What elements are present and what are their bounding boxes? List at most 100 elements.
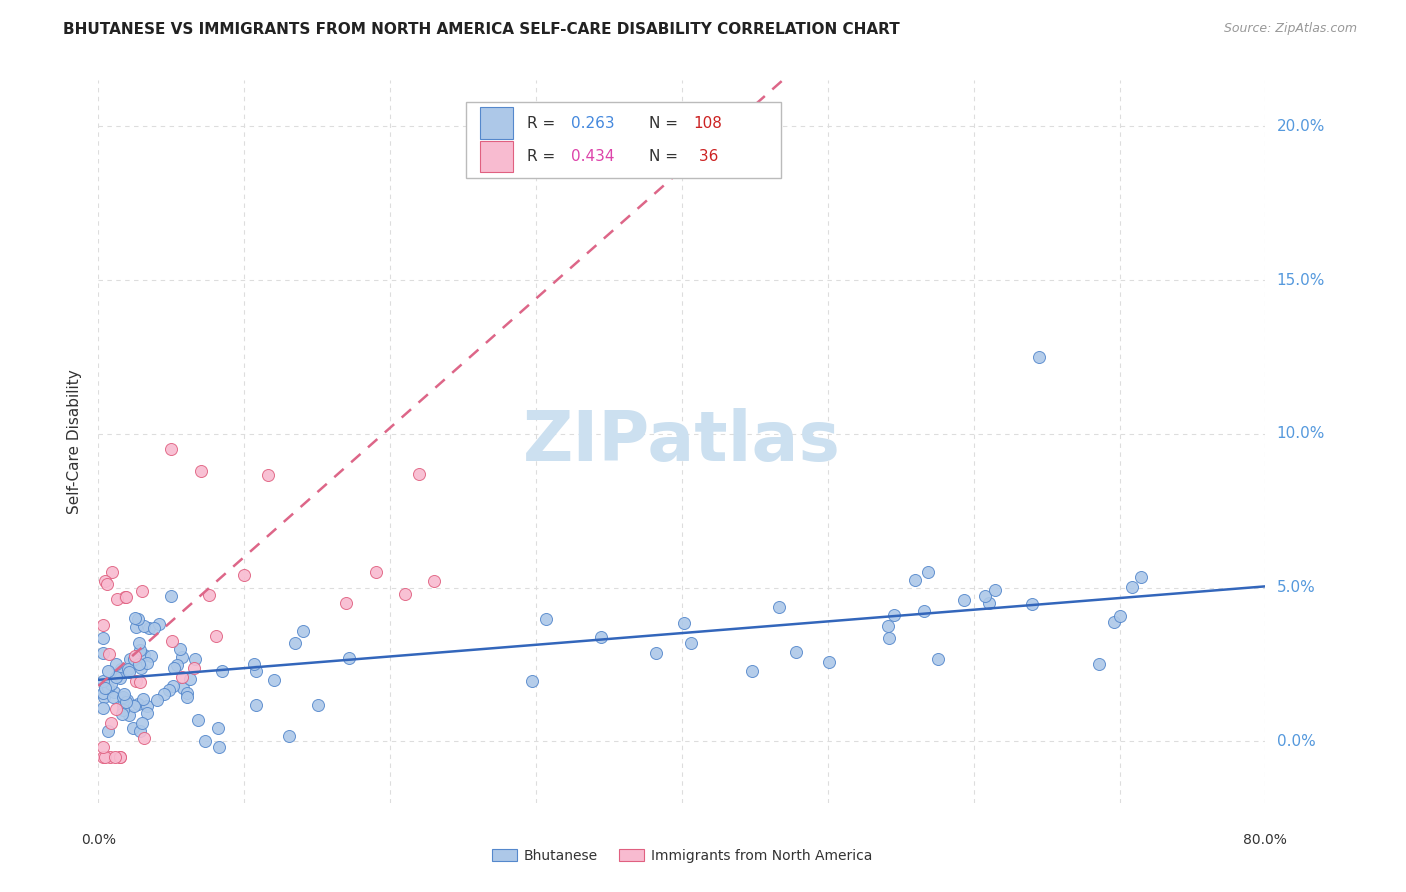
Point: [128, 657, 150, 671]
Point: [112, 687, 135, 701]
Text: R =: R =: [527, 149, 560, 164]
Point: [307, 698, 329, 712]
Y-axis label: Self-Care Disability: Self-Care Disability: [67, 369, 83, 514]
Point: [118, 665, 141, 679]
Point: [1130, 570, 1153, 584]
Point: [904, 573, 927, 587]
Point: [1028, 350, 1050, 364]
Point: [256, 467, 278, 482]
Point: [166, 658, 188, 673]
Point: [125, 674, 148, 689]
Point: [91, 631, 114, 645]
Point: [136, 699, 159, 714]
Point: [136, 657, 159, 671]
Text: N =: N =: [650, 149, 683, 164]
Point: [138, 621, 160, 635]
Point: [645, 646, 668, 660]
Point: [681, 636, 703, 650]
Point: [974, 589, 997, 603]
Point: [96, 576, 118, 591]
Point: [197, 588, 219, 602]
Point: [129, 724, 152, 739]
Text: 108: 108: [693, 116, 723, 131]
Legend: Bhutanese, Immigrants from North America: Bhutanese, Immigrants from North America: [486, 843, 877, 868]
Point: [207, 721, 229, 735]
Point: [108, 749, 131, 764]
Text: 5.0%: 5.0%: [1277, 580, 1315, 595]
Point: [110, 661, 132, 675]
Point: [115, 695, 138, 709]
Point: [97, 723, 120, 738]
Point: [917, 565, 939, 579]
Text: 0.434: 0.434: [571, 149, 614, 164]
Point: [98, 647, 121, 661]
Point: [97, 665, 120, 679]
Point: [124, 699, 146, 714]
Point: [91, 749, 114, 764]
Point: [394, 587, 416, 601]
Point: [91, 740, 114, 755]
Point: [129, 674, 152, 689]
Point: [194, 734, 217, 748]
Point: [100, 677, 122, 691]
Text: 10.0%: 10.0%: [1277, 426, 1324, 442]
Point: [1021, 597, 1043, 611]
Point: [335, 596, 357, 610]
Point: [124, 611, 146, 625]
Point: [245, 698, 267, 712]
Point: [93, 690, 115, 704]
Text: BHUTANESE VS IMMIGRANTS FROM NORTH AMERICA SELF-CARE DISABILITY CORRELATION CHAR: BHUTANESE VS IMMIGRANTS FROM NORTH AMERI…: [63, 22, 900, 37]
Point: [277, 729, 299, 743]
Point: [103, 690, 125, 705]
Point: [785, 645, 807, 659]
Point: [94, 749, 117, 764]
Point: [112, 698, 135, 712]
Point: [160, 589, 183, 603]
Point: [160, 442, 183, 457]
Point: [94, 574, 117, 588]
Point: [1109, 609, 1132, 624]
Point: [91, 646, 114, 660]
Point: [94, 681, 117, 695]
Point: [132, 648, 155, 662]
Point: [408, 467, 430, 481]
Point: [132, 619, 155, 633]
Point: [337, 651, 360, 665]
Point: [984, 583, 1007, 598]
Point: [91, 686, 114, 700]
Point: [111, 703, 134, 717]
Point: [114, 590, 136, 604]
Point: [211, 664, 233, 678]
Text: 15.0%: 15.0%: [1277, 273, 1324, 287]
Point: [105, 591, 128, 606]
Point: [183, 652, 205, 666]
Point: [104, 657, 127, 671]
Point: [176, 686, 198, 700]
Point: [97, 681, 120, 695]
Point: [172, 681, 194, 696]
Point: [111, 690, 134, 704]
Point: [100, 715, 122, 730]
Point: [153, 687, 176, 701]
Point: [143, 621, 166, 635]
Point: [157, 682, 180, 697]
Point: [98, 749, 121, 764]
Point: [876, 619, 898, 633]
Point: [91, 617, 114, 632]
Point: [122, 652, 145, 666]
Point: [118, 652, 141, 666]
Point: [131, 716, 153, 731]
Point: [673, 615, 696, 630]
Point: [233, 568, 256, 582]
Point: [114, 590, 136, 604]
Point: [176, 690, 198, 705]
Point: [132, 731, 155, 745]
FancyBboxPatch shape: [479, 107, 513, 139]
Point: [522, 674, 544, 689]
Point: [162, 679, 184, 693]
FancyBboxPatch shape: [465, 102, 782, 178]
Text: 80.0%: 80.0%: [1243, 833, 1288, 847]
Point: [263, 673, 285, 688]
Text: Source: ZipAtlas.com: Source: ZipAtlas.com: [1223, 22, 1357, 36]
Point: [1102, 615, 1125, 629]
